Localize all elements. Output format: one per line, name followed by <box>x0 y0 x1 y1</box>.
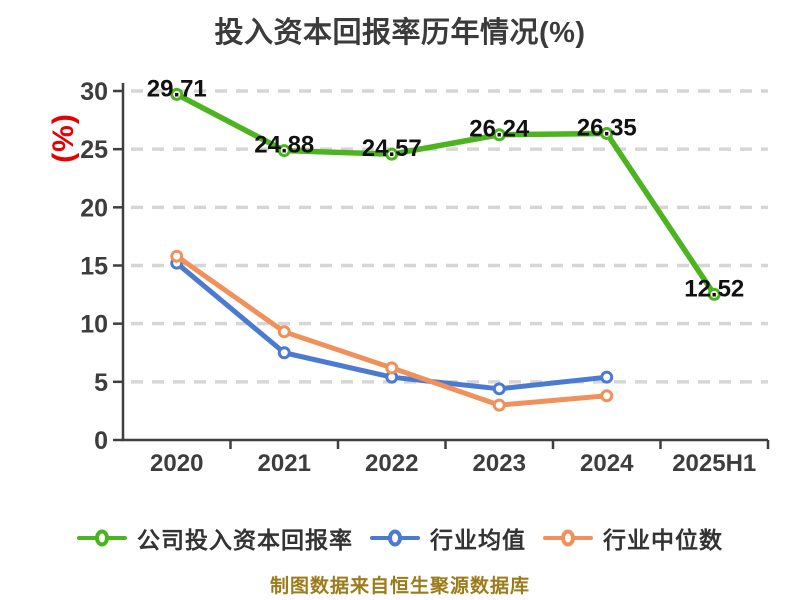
legend-label-company-roic: 公司投入资本回报率 <box>137 527 353 553</box>
data-label-company-roic-2024: 26.35 <box>577 114 637 141</box>
x-tick-label: 2020 <box>150 450 203 477</box>
y-tick-label: 0 <box>94 427 108 455</box>
legend-item-company-roic[interactable]: 公司投入资本回报率 <box>77 521 353 555</box>
series-line-company-roic <box>174 91 717 298</box>
x-tick-label: 2025H1 <box>672 450 756 477</box>
legend-marker-industry-median <box>543 525 593 551</box>
data-point-industry-mean-2021[interactable] <box>277 346 291 360</box>
chart-title: 投入资本回报率历年情况(%) <box>214 17 586 49</box>
y-tick-label: 25 <box>80 136 108 164</box>
y-tick-label: 10 <box>80 311 108 339</box>
legend-item-industry-mean[interactable]: 行业均值 <box>370 521 526 555</box>
y-tick-label: 5 <box>94 369 108 397</box>
data-label-company-roic-2020: 29.71 <box>147 75 207 102</box>
data-source-note: 制图数据来自恒生聚源数据库 <box>269 576 530 597</box>
x-tick-label: 2023 <box>473 450 526 477</box>
data-label-company-roic-2023: 26.24 <box>469 116 530 143</box>
data-label-company-roic-2022: 24.57 <box>362 135 422 162</box>
chart-legend: 公司投入资本回报率 行业均值 行业中位数 <box>0 521 800 555</box>
data-point-company-roic-2024[interactable] <box>600 126 614 140</box>
x-tick-label: 2024 <box>580 450 634 477</box>
data-point-company-roic-2021[interactable] <box>277 144 291 158</box>
y-tick-label: 30 <box>80 78 108 106</box>
data-point-company-roic-2022[interactable] <box>385 147 399 161</box>
legend-circle-icon <box>561 529 575 547</box>
x-tick-label: 2021 <box>258 450 311 477</box>
legend-label-industry-median: 行业中位数 <box>603 527 723 553</box>
data-label-company-roic-2025H1: 12.52 <box>684 275 744 302</box>
legend-item-industry-median[interactable]: 行业中位数 <box>543 521 723 555</box>
data-point-industry-median-2020[interactable] <box>170 249 184 263</box>
data-point-company-roic-2025H1[interactable] <box>707 287 721 301</box>
legend-circle-icon <box>388 529 402 547</box>
y-tick-label: 15 <box>80 253 108 281</box>
data-point-industry-median-2024[interactable] <box>600 389 614 403</box>
data-point-industry-median-2023[interactable] <box>492 398 506 412</box>
y-tick-label: 20 <box>80 194 108 222</box>
data-point-company-roic-2020[interactable] <box>170 87 184 101</box>
data-point-industry-median-2021[interactable] <box>277 325 291 339</box>
data-point-industry-mean-2023[interactable] <box>492 382 506 396</box>
legend-label-industry-mean: 行业均值 <box>430 527 526 553</box>
data-label-company-roic-2021: 24.88 <box>254 132 314 159</box>
x-tick-label: 2022 <box>365 450 418 477</box>
legend-marker-company-roic <box>77 525 127 551</box>
data-point-industry-mean-2024[interactable] <box>600 370 614 384</box>
data-point-company-roic-2023[interactable] <box>492 128 506 142</box>
legend-circle-icon <box>95 529 109 547</box>
data-point-industry-median-2022[interactable] <box>385 361 399 375</box>
legend-marker-industry-mean <box>370 525 420 551</box>
